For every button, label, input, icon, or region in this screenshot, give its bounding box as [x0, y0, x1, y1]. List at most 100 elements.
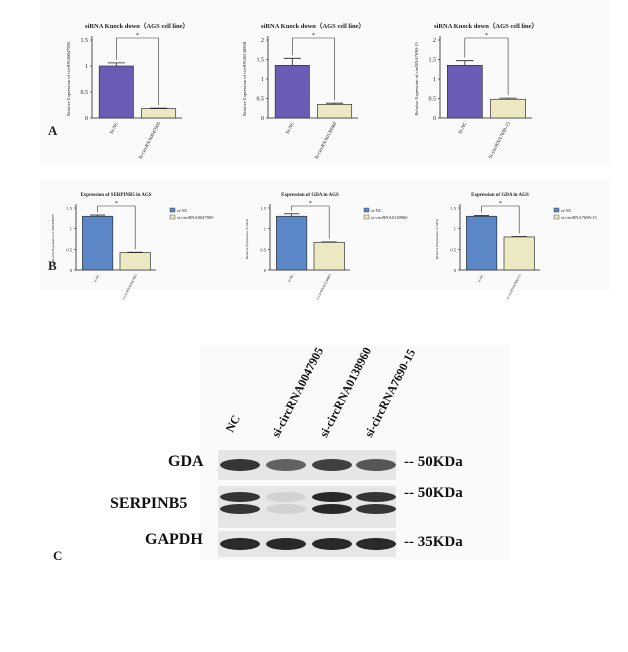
- y-tick-label: 1.5: [450, 206, 456, 211]
- significance-marker: *: [309, 201, 312, 207]
- significance-bracket: [97, 205, 136, 250]
- legend-entry: si-NC: [371, 208, 382, 213]
- protein-label: GAPDH: [145, 531, 203, 548]
- legend-entry: si-circRNA0138960: [371, 215, 408, 220]
- protein-label: GDA: [168, 453, 204, 470]
- significance-bracket: [291, 37, 335, 101]
- chart-title: siRNA Knock down（AGS cell line）: [85, 22, 189, 30]
- x-tick-label: si-NC: [287, 273, 295, 283]
- chart-title: Expression of GDA in AGS: [471, 193, 529, 198]
- bar: [98, 65, 134, 119]
- y-tick-label: 0.5: [81, 90, 89, 96]
- y-axis-label: Relative Expression of circRNA7690-15: [414, 42, 419, 116]
- chart-6: Expression of GDA in AGS 0 0.5 1 1.5 Relative…: [435, 193, 597, 300]
- significance-bracket: [464, 37, 509, 96]
- kda-marker: -- 50KDa: [404, 454, 463, 470]
- x-tick-label: si-circRNA7690-15: [505, 273, 522, 300]
- bar: [313, 241, 345, 271]
- legend-entry: si-circRNA7690-15: [561, 215, 597, 220]
- x-tick-label: Si-NC: [110, 121, 121, 135]
- bar: [141, 108, 177, 119]
- legend-entry: si-NC: [561, 208, 572, 213]
- significance-bracket: [481, 205, 520, 234]
- x-tick-label: Si-NC: [286, 121, 297, 135]
- significance-bracket: [291, 205, 330, 239]
- kda-marker: -- 35KDa: [404, 534, 463, 550]
- y-axis-label: Relative Expression of SERPINB5: [51, 214, 55, 263]
- x-tick-label: Si-NC: [458, 121, 469, 135]
- significance-bracket: [116, 37, 159, 106]
- bar: [274, 64, 310, 119]
- legend-swatch: [553, 214, 560, 220]
- legend-swatch: [363, 207, 370, 213]
- y-tick-label: 2: [261, 38, 264, 44]
- bar: [276, 215, 308, 271]
- x-tick-label: si-NC: [477, 273, 485, 283]
- chart-title: Expression of SERPINB5 in AGS: [80, 193, 151, 198]
- y-tick-label: 0.5: [260, 247, 266, 252]
- bar: [317, 103, 353, 119]
- chart-2: siRNA Knock down（AGS cell line） 0 0.5 1 1.5 2…: [242, 22, 365, 160]
- legend-swatch: [363, 214, 370, 220]
- chart-5: Expression of GDA in AGS 0 0.5 1 1.5 Relative…: [245, 193, 408, 300]
- significance-marker: *: [136, 33, 139, 39]
- y-tick-label: 0: [85, 116, 88, 122]
- y-tick-label: 0: [264, 268, 267, 273]
- y-tick-label: 1.5: [81, 38, 89, 44]
- y-tick-label: 1.5: [257, 58, 265, 64]
- kda-marker: -- 50KDa: [404, 485, 463, 501]
- legend-swatch: [169, 207, 176, 213]
- legend-swatch: [169, 214, 176, 220]
- significance-marker: *: [312, 33, 315, 39]
- x-tick-label: Si-circRNA0138960: [315, 121, 339, 160]
- y-tick-label: 0.5: [429, 97, 437, 103]
- bar: [490, 98, 526, 119]
- chart-title: Expression of GDA in AGS: [281, 193, 339, 198]
- y-tick-label: 1: [433, 77, 436, 83]
- bar: [82, 215, 114, 271]
- chart-3: siRNA Knock down（AGS cell line） 0 0.5 1 1.5 2…: [414, 22, 538, 160]
- y-tick-label: 0: [433, 116, 436, 122]
- chart-4: Expression of SERPINB5 in AGS 0 0.5 1 1.5 Rel…: [51, 193, 214, 300]
- y-axis-label: Relative Expression of circRNA0047905: [66, 41, 71, 116]
- chart-title: siRNA Knock down（AGS cell line）: [261, 22, 365, 30]
- significance-marker: *: [499, 201, 502, 207]
- bar-charts: siRNA Knock down（AGS cell line） 0 0.5 1 1.5 R…: [51, 22, 597, 300]
- x-tick-label: Si-circRNA7690-15: [488, 121, 512, 160]
- legend-swatch: [553, 207, 560, 213]
- chart-title: siRNA Knock down（AGS cell line）: [434, 22, 538, 30]
- x-tick-label: si-circRNA0047905: [121, 273, 138, 300]
- y-tick-label: 1: [261, 77, 264, 83]
- significance-marker: *: [115, 201, 118, 207]
- legend-entry: si-NC: [177, 208, 188, 213]
- x-tick-label: Si-circRNA0047905: [139, 121, 163, 160]
- y-tick-label: 0: [70, 268, 73, 273]
- y-tick-label: 1: [454, 227, 456, 232]
- bar: [503, 236, 535, 271]
- legend-entry: si-circRNA0047905: [177, 215, 214, 220]
- y-tick-label: 1.5: [260, 206, 266, 211]
- y-tick-label: 1: [70, 227, 72, 232]
- y-axis-label: Relative Expression of GDA: [435, 218, 439, 259]
- blot-strip-gda: [218, 450, 396, 480]
- x-tick-label: si-NC: [93, 273, 101, 283]
- y-tick-label: 0: [454, 268, 457, 273]
- y-tick-label: 0.5: [450, 247, 456, 252]
- panel-letter-a: A: [48, 123, 58, 138]
- y-axis-label: Relative Expression of circRNA0138960: [242, 41, 247, 116]
- y-tick-label: 1: [264, 227, 266, 232]
- protein-label: SERPINB5: [110, 495, 188, 512]
- y-tick-label: 0.5: [66, 247, 72, 252]
- bar: [119, 252, 151, 271]
- blot-strip-gapdh: [218, 531, 396, 557]
- y-tick-label: 2: [433, 38, 436, 44]
- y-tick-label: 0: [261, 116, 264, 122]
- panel-letter-c: C: [53, 548, 63, 563]
- bar: [447, 64, 483, 119]
- y-axis-label: Relative Expression of GDA: [245, 218, 249, 259]
- y-tick-label: 1: [85, 64, 88, 70]
- x-tick-label: si-circRNA0138960: [315, 273, 332, 300]
- blot-strip-serpinb5: [218, 486, 396, 528]
- y-tick-label: 1.5: [66, 206, 72, 211]
- panel-a: [40, 0, 610, 165]
